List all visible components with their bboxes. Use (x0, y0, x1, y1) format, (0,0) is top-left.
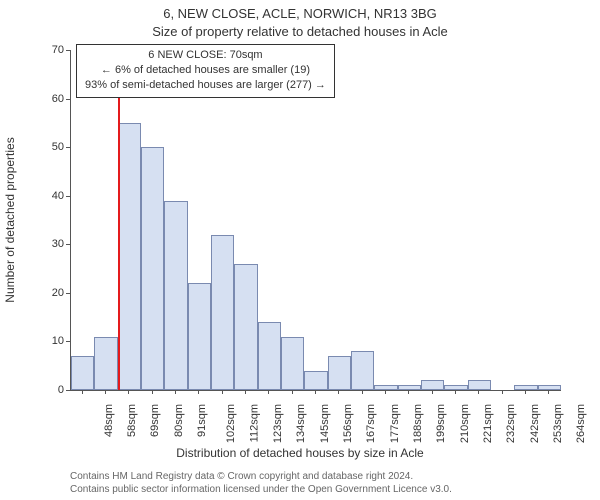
y-tick-mark (66, 341, 70, 342)
x-tick-label: 145sqm (319, 404, 331, 443)
x-tick-mark (292, 390, 293, 394)
x-tick-label: 112sqm (248, 404, 260, 442)
x-tick-mark (268, 390, 269, 394)
x-tick-label: 210sqm (459, 404, 471, 443)
bar (328, 356, 351, 390)
x-tick-mark (222, 390, 223, 394)
x-tick-label: 232sqm (505, 404, 517, 443)
bar (211, 235, 234, 390)
x-tick-mark (338, 390, 339, 394)
x-tick-label: 123sqm (272, 404, 284, 443)
property-marker-line (118, 50, 120, 390)
bar (421, 380, 444, 390)
legend-line-3: 93% of semi-detached houses are larger (… (85, 78, 326, 93)
x-tick-label: 156sqm (342, 404, 354, 443)
bar (94, 337, 117, 390)
plot-area (70, 50, 561, 391)
x-tick-label: 134sqm (295, 404, 307, 443)
legend-line-2: ← 6% of detached houses are smaller (19) (85, 63, 326, 78)
bar (351, 351, 374, 390)
x-axis-label: Distribution of detached houses by size … (0, 446, 600, 460)
x-tick-label: 80sqm (173, 404, 185, 437)
x-tick-label: 264sqm (575, 404, 587, 443)
bar (258, 322, 281, 390)
y-tick-label: 50 (34, 141, 64, 153)
x-tick-mark (502, 390, 503, 394)
x-tick-mark (548, 390, 549, 394)
x-tick-label: 102sqm (225, 404, 237, 443)
x-tick-mark (408, 390, 409, 394)
x-tick-mark (478, 390, 479, 394)
x-tick-mark (105, 390, 106, 394)
x-tick-mark (315, 390, 316, 394)
y-tick-mark (66, 147, 70, 148)
x-tick-label: 199sqm (435, 404, 447, 443)
x-tick-mark (455, 390, 456, 394)
x-tick-mark (198, 390, 199, 394)
y-tick-mark (66, 50, 70, 51)
attribution-line-2: Contains public sector information licen… (70, 483, 452, 496)
y-tick-mark (66, 293, 70, 294)
x-tick-label: 177sqm (389, 404, 401, 443)
x-tick-label: 91sqm (196, 404, 208, 437)
bar (118, 123, 141, 390)
x-tick-label: 221sqm (482, 404, 494, 443)
y-axis-label: Number of detached properties (3, 137, 17, 302)
y-tick-label: 70 (34, 44, 64, 56)
x-tick-mark (362, 390, 363, 394)
y-tick-label: 0 (34, 384, 64, 396)
title-main: 6, NEW CLOSE, ACLE, NORWICH, NR13 3BG (0, 6, 600, 21)
bar (164, 201, 187, 390)
bar (281, 337, 304, 390)
x-tick-label: 58sqm (126, 404, 138, 437)
bar (71, 356, 94, 390)
x-tick-label: 242sqm (529, 404, 541, 443)
x-tick-mark (152, 390, 153, 394)
bar (304, 371, 327, 390)
y-tick-label: 20 (34, 287, 64, 299)
x-tick-mark (245, 390, 246, 394)
y-tick-mark (66, 99, 70, 100)
x-tick-mark (175, 390, 176, 394)
x-tick-mark (525, 390, 526, 394)
title-sub: Size of property relative to detached ho… (0, 24, 600, 39)
y-tick-mark (66, 390, 70, 391)
y-tick-label: 40 (34, 190, 64, 202)
bar (188, 283, 211, 390)
x-tick-mark (385, 390, 386, 394)
y-tick-label: 10 (34, 335, 64, 347)
attribution: Contains HM Land Registry data © Crown c… (70, 470, 452, 496)
bar (234, 264, 257, 390)
figure: 6, NEW CLOSE, ACLE, NORWICH, NR13 3BG Si… (0, 0, 600, 500)
x-tick-label: 69sqm (149, 404, 161, 437)
y-tick-mark (66, 244, 70, 245)
bar (141, 147, 164, 390)
legend-box: 6 NEW CLOSE: 70sqm ← 6% of detached hous… (76, 44, 335, 98)
y-tick-mark (66, 196, 70, 197)
x-tick-mark (82, 390, 83, 394)
y-tick-label: 60 (34, 93, 64, 105)
x-tick-label: 167sqm (365, 404, 377, 443)
legend-line-1: 6 NEW CLOSE: 70sqm (85, 48, 326, 63)
x-tick-label: 48sqm (103, 404, 115, 437)
y-tick-label: 30 (34, 238, 64, 250)
attribution-line-1: Contains HM Land Registry data © Crown c… (70, 470, 452, 483)
x-tick-mark (432, 390, 433, 394)
x-tick-label: 188sqm (412, 404, 424, 443)
bar (468, 380, 491, 390)
x-tick-mark (128, 390, 129, 394)
x-tick-label: 253sqm (552, 404, 564, 443)
